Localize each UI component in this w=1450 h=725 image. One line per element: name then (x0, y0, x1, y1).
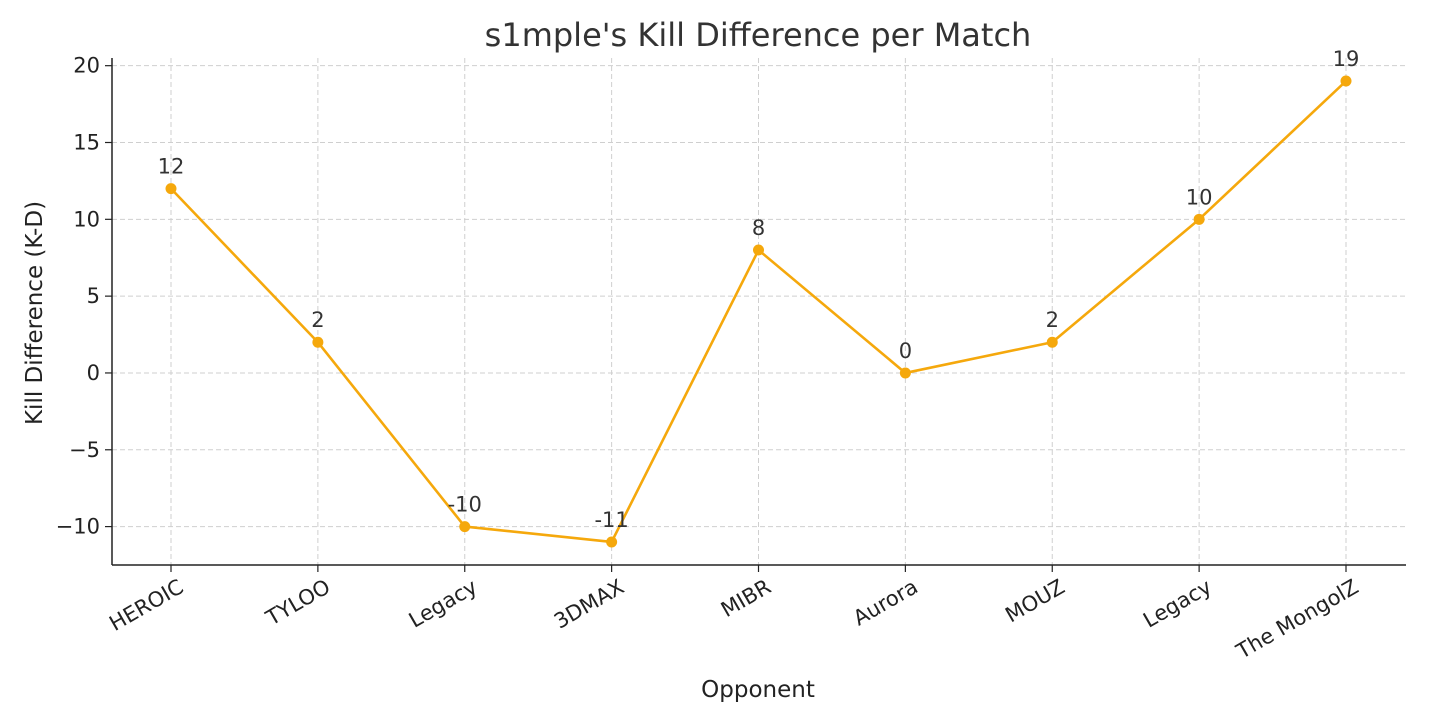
data-point (606, 536, 618, 548)
data-label: 2 (1046, 308, 1059, 332)
y-tick-label: −10 (56, 515, 100, 539)
y-tick-label: 20 (73, 54, 100, 78)
data-point (165, 183, 177, 195)
y-tick-label: −5 (69, 438, 100, 462)
x-tick-label: The MongolZ (1231, 575, 1362, 664)
y-tick-label: 15 (73, 131, 100, 155)
y-tick-label: 0 (87, 361, 100, 385)
data-label: 19 (1333, 47, 1360, 71)
data-label: 10 (1186, 185, 1213, 209)
data-label: 2 (311, 308, 324, 332)
data-label: -10 (448, 493, 482, 517)
y-axis-label: Kill Difference (K-D) (22, 201, 48, 425)
data-point (312, 336, 324, 348)
x-tick-label: MIBR (717, 575, 775, 622)
y-tick-label: 5 (87, 284, 100, 308)
x-tick-label: TYLOO (261, 575, 334, 631)
data-label: 12 (158, 155, 185, 179)
x-axis-ticks: HEROIC TYLOO Legacy 3DMAX MIBR Aurora MOUZ Lega… (105, 565, 1363, 664)
data-point (459, 521, 471, 533)
y-tick-label: 10 (73, 207, 100, 231)
x-tick-label: MOUZ (1001, 575, 1068, 628)
x-tick-label: Aurora (849, 575, 922, 631)
x-tick-label: Legacy (405, 575, 481, 633)
x-tick-label: 3DMAX (550, 575, 628, 634)
data-point (1340, 75, 1352, 87)
data-label: 0 (899, 339, 912, 363)
grid (112, 58, 1406, 565)
data-point (899, 367, 911, 379)
data-label: -11 (594, 508, 628, 532)
data-point (1046, 336, 1058, 348)
data-labels: 12 2 -10 -11 8 0 2 10 19 (158, 47, 1360, 532)
x-tick-label: HEROIC (105, 575, 187, 636)
series-kill-difference (165, 75, 1352, 548)
chart-title: s1mple's Kill Difference per Match (485, 16, 1032, 54)
data-point (1193, 213, 1205, 225)
data-label: 8 (752, 216, 765, 240)
y-axis-ticks: −10 −5 0 5 10 15 20 (56, 54, 112, 539)
data-point (753, 244, 764, 256)
x-tick-label: Legacy (1139, 575, 1215, 633)
x-axis-label: Opponent (701, 677, 815, 703)
